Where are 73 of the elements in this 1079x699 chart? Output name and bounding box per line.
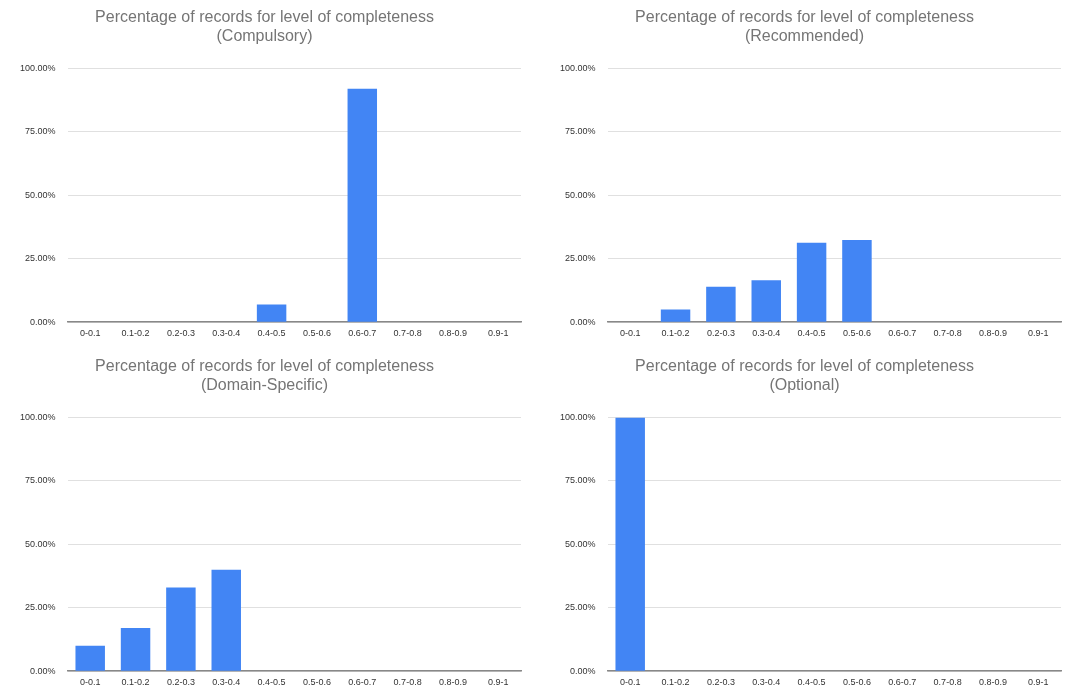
x-tick-label: 0.7-0.8 [933, 328, 962, 339]
x-tick-label: 0.9-1 [1028, 328, 1049, 339]
x-tick-label: 0.2-0.3 [166, 328, 195, 339]
x-tick-label: 0.1-0.2 [661, 677, 690, 688]
x-tick-label: 0.9-1 [488, 328, 509, 339]
x-tick-label: 0.9-1 [1028, 677, 1049, 688]
x-tick-label: 0.4-0.5 [797, 677, 826, 688]
x-tick-label: 0.8-0.9 [438, 677, 467, 688]
x-tick-label: 0.4-0.5 [257, 328, 286, 339]
x-tick-label: 0.2-0.3 [706, 328, 735, 339]
x-tick-label: 0.5-0.6 [302, 677, 331, 688]
x-tick-label: 0-0.1 [79, 328, 101, 339]
y-tick-label: 50.00% [25, 538, 56, 549]
y-tick-label: 50.00% [565, 189, 596, 200]
x-tick-label: 0.6-0.7 [888, 328, 917, 339]
x-tick-label: 0.6-0.7 [888, 677, 917, 688]
y-tick-label: 25.00% [25, 253, 56, 264]
x-tick-label: 0.3-0.4 [752, 677, 781, 688]
x-tick-label: 0.8-0.9 [978, 328, 1007, 339]
x-tick-label: 0.5-0.6 [842, 677, 871, 688]
bar [796, 242, 827, 322]
bar [166, 587, 196, 671]
y-tick-label: 50.00% [565, 538, 596, 549]
chart-title: Percentage of records for level of completeness (Recommended) [635, 8, 974, 45]
bar [751, 280, 781, 322]
y-tick-label: 75.00% [565, 126, 596, 137]
bar [120, 628, 151, 671]
y-tick-label: 75.00% [25, 475, 56, 486]
x-tick-label: 0.4-0.5 [797, 328, 826, 339]
x-tick-label: 0.2-0.3 [166, 677, 195, 688]
y-tick-label: 100.00% [20, 62, 56, 73]
x-tick-label: 0-0.1 [79, 677, 101, 688]
x-tick-label: 0.4-0.5 [257, 677, 286, 688]
x-tick-label: 0.5-0.6 [302, 328, 331, 339]
y-tick-label: 25.00% [565, 253, 596, 264]
x-tick-label: 0.3-0.4 [212, 328, 241, 339]
y-tick-label: 0.00% [570, 316, 596, 327]
chart-title: Percentage of records for level of completeness (Domain-Specific) [95, 357, 434, 394]
x-tick-label: 0-0.1 [619, 328, 641, 339]
bar [706, 286, 736, 322]
x-tick-label: 0.9-1 [488, 677, 509, 688]
y-tick-label: 100.00% [20, 411, 56, 422]
y-tick-label: 100.00% [560, 62, 596, 73]
y-tick-label: 0.00% [570, 665, 596, 676]
x-tick-label: 0.6-0.7 [348, 328, 377, 339]
y-tick-label: 50.00% [25, 189, 56, 200]
x-tick-label: 0.7-0.8 [393, 328, 422, 339]
x-tick-label: 0.7-0.8 [393, 677, 422, 688]
chart-title: Percentage of records for level of completeness (Compulsory) [95, 8, 434, 45]
y-tick-label: 100.00% [560, 411, 596, 422]
x-tick-label: 0.8-0.9 [978, 677, 1007, 688]
y-tick-label: 25.00% [565, 602, 596, 613]
x-tick-label: 0.2-0.3 [706, 677, 735, 688]
x-tick-label: 0.3-0.4 [212, 677, 241, 688]
x-tick-label: 0-0.1 [619, 677, 641, 688]
x-tick-label: 0.7-0.8 [933, 677, 962, 688]
x-tick-label: 0.1-0.2 [121, 677, 150, 688]
x-tick-label: 0.3-0.4 [752, 328, 781, 339]
bar [660, 309, 691, 322]
bar [211, 569, 241, 671]
y-tick-label: 25.00% [25, 602, 56, 613]
y-tick-label: 0.00% [30, 665, 56, 676]
x-tick-label: 0.8-0.9 [438, 328, 467, 339]
bar [75, 645, 105, 671]
x-tick-label: 0.6-0.7 [348, 677, 377, 688]
x-tick-label: 0.1-0.2 [121, 328, 150, 339]
x-tick-label: 0.5-0.6 [842, 328, 871, 339]
y-tick-label: 0.00% [30, 316, 56, 327]
x-tick-label: 0.1-0.2 [661, 328, 690, 339]
y-tick-label: 75.00% [25, 126, 56, 137]
bar [842, 239, 872, 322]
y-tick-label: 75.00% [565, 475, 596, 486]
chart-title: Percentage of records for level of completeness (Optional) [635, 357, 974, 394]
